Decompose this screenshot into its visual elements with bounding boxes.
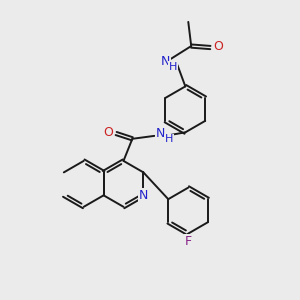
- Text: H: H: [169, 62, 177, 72]
- Text: O: O: [214, 40, 224, 53]
- Text: N: N: [139, 189, 148, 203]
- Text: N: N: [156, 127, 166, 140]
- Text: H: H: [165, 134, 173, 144]
- Text: N: N: [161, 55, 170, 68]
- Text: O: O: [103, 126, 113, 140]
- Text: F: F: [185, 236, 192, 248]
